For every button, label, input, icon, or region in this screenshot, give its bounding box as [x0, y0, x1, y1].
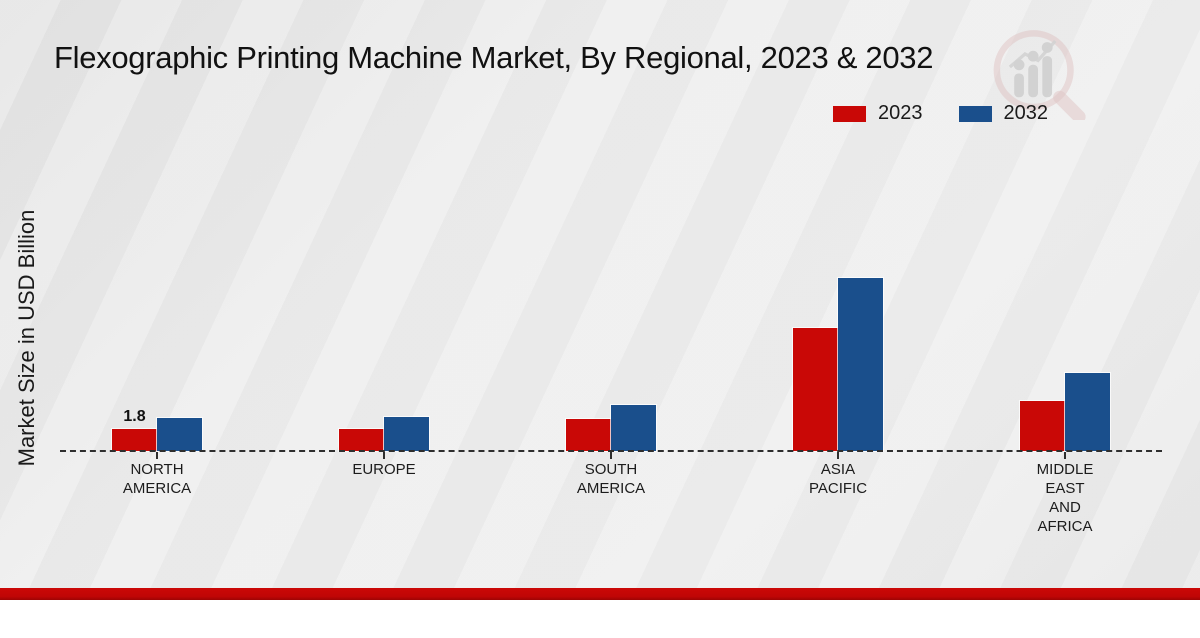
- category-label-line: AMERICA: [576, 480, 646, 497]
- bar-2023-asia-pacific: [792, 327, 839, 452]
- category-label-line: EAST: [1045, 480, 1085, 497]
- axis-tick-south-america: [610, 452, 612, 459]
- magnifier-handle-icon: [1053, 90, 1086, 120]
- bar-2023-middle-east-and-africa: [1019, 400, 1066, 452]
- category-label-line: AMERICA: [122, 480, 192, 497]
- axis-tick-asia-pacific: [837, 452, 839, 459]
- axis-tick-north-america: [156, 452, 158, 459]
- bar-2023-europe: [338, 428, 385, 452]
- legend-item-2032: 2032: [958, 102, 1049, 125]
- category-label-line: AND: [1049, 499, 1081, 516]
- category-label-line: ASIA: [820, 461, 856, 478]
- footer-red-band: [0, 588, 1200, 600]
- legend-swatch-2032: [958, 105, 992, 122]
- bar-2032-europe: [383, 416, 430, 452]
- category-label-asia-pacific: ASIA PACIFIC: [768, 460, 908, 498]
- chart-legend: 2023 2032: [833, 102, 1048, 125]
- bar-2032-south-america: [610, 404, 657, 452]
- axis-tick-europe: [383, 452, 385, 459]
- bar-2023-south-america: [565, 418, 612, 452]
- category-label-line: MIDDLE: [1036, 461, 1094, 478]
- bar-value-label-2023-north-america: 1.8: [123, 408, 146, 425]
- bar-2032-asia-pacific: [837, 277, 884, 452]
- chart-title: Flexographic Printing Machine Market, By…: [54, 40, 934, 75]
- mrfr-watermark-logo: [993, 30, 1086, 120]
- trend-line-icon: [1008, 39, 1057, 69]
- bar-2032-middle-east-and-africa: [1064, 372, 1111, 452]
- category-label-south-america: SOUTH AMERICA: [541, 460, 681, 498]
- magnifier-ring-icon: [993, 30, 1074, 111]
- chart-canvas: Flexographic Printing Machine Market, By…: [0, 0, 1200, 600]
- category-label-middle-east-and-africa: MIDDLE EAST AND AFRICA: [995, 460, 1135, 536]
- category-label-europe: EUROPE: [314, 460, 454, 479]
- category-label-line: PACIFIC: [808, 480, 868, 497]
- category-label-line: AFRICA: [1037, 518, 1093, 535]
- category-label-north-america: NORTH AMERICA: [87, 460, 227, 498]
- y-axis-label: Market Size in USD Billion: [14, 209, 39, 467]
- axis-tick-middle-east-and-africa: [1064, 452, 1066, 459]
- bar-2032-north-america: [156, 417, 203, 452]
- bar-chart-glyph-icon: [1013, 42, 1053, 98]
- x-axis-baseline: [60, 450, 1162, 452]
- bar-2023-north-america: [111, 428, 158, 452]
- legend-label-2023: 2023: [878, 102, 923, 124]
- category-label-line: NORTH: [130, 461, 184, 478]
- legend-label-2032: 2032: [1003, 102, 1049, 124]
- legend-swatch-2023: [833, 105, 866, 122]
- legend-item-2023: 2023: [833, 102, 923, 125]
- category-label-line: EUROPE: [352, 461, 416, 478]
- category-label-line: SOUTH: [584, 461, 638, 478]
